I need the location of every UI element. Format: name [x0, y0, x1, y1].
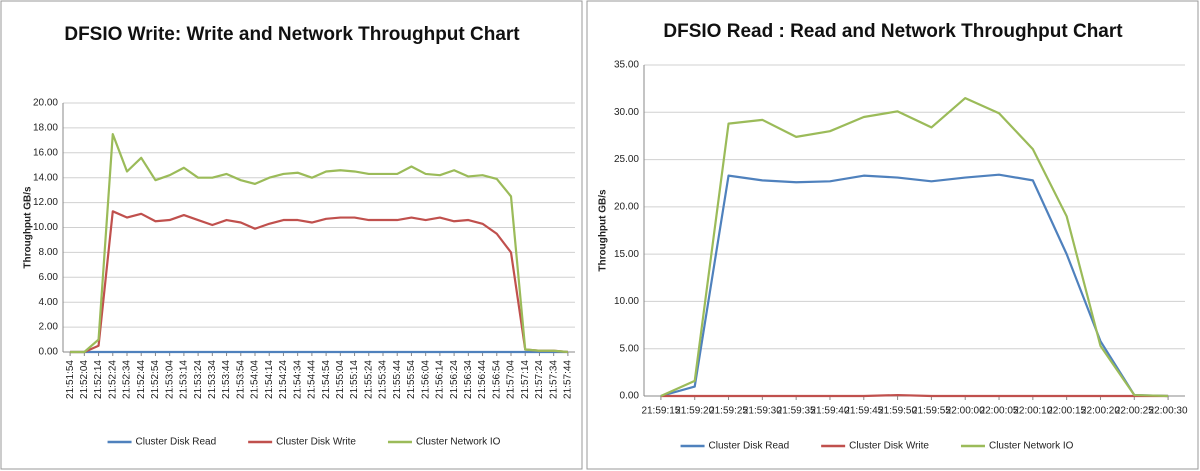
x-tick-label: 21:59:25: [709, 406, 748, 417]
legend-item: Cluster Network IO: [387, 437, 501, 448]
legend-item: Cluster Disk Read: [680, 441, 790, 452]
x-tick-label: 21:57:34: [548, 360, 559, 399]
x-tick-label: 21:59:20: [675, 406, 714, 417]
x-tick-label: 21:56:24: [449, 360, 460, 399]
x-tick-label: 22:00:25: [1115, 406, 1154, 417]
x-tick-label: 22:00:05: [980, 406, 1019, 417]
x-tick-label: 21:55:24: [363, 360, 374, 399]
x-tick-label: 21:53:34: [207, 360, 218, 399]
x-tick-label: 21:55:14: [349, 360, 360, 399]
x-tick-label: 21:56:44: [477, 360, 488, 399]
panel-border: [0, 0, 583, 470]
x-tick-label: 21:54:14: [264, 360, 275, 399]
x-tick-label: 21:53:24: [193, 360, 204, 399]
legend-item: Cluster Disk Read: [107, 437, 217, 448]
x-tick-label: 21:52:34: [122, 360, 133, 399]
series-line: [660, 173, 1169, 398]
x-tick-label: 21:59:50: [878, 406, 917, 417]
x-tick-label: 21:53:14: [179, 360, 190, 399]
legend-label: Cluster Network IO: [416, 437, 501, 448]
legend-item: Cluster Disk Write: [248, 437, 356, 448]
y-axis-label: Throughput GB/s: [598, 189, 609, 272]
y-tick-label: 25.00: [614, 154, 639, 165]
x-tick-label: 21:51:54: [65, 360, 76, 399]
x-tick-label: 21:53:54: [235, 360, 246, 399]
panel-border: [586, 0, 1199, 470]
series-line: [70, 210, 568, 354]
x-tick-label: 22:00:15: [1047, 406, 1086, 417]
x-tick-label: 21:59:15: [641, 406, 680, 417]
x-tick-label: 21:53:04: [164, 360, 175, 399]
legend-label: Cluster Network IO: [989, 441, 1074, 452]
x-tick-label: 21:56:54: [491, 360, 502, 399]
x-tick-label: 21:54:54: [321, 360, 332, 399]
x-tick-label: 21:52:54: [150, 360, 161, 399]
x-tick-label: 21:56:34: [463, 360, 474, 399]
x-tick-label: 21:55:34: [378, 360, 389, 399]
y-tick-label: 20.00: [614, 201, 639, 212]
y-tick-label: 20.00: [33, 98, 58, 109]
chart-title: DFSIO Write: Write and Network Throughpu…: [64, 24, 520, 45]
chart-panel: DFSIO Write: Write and Network Throughpu…: [0, 0, 583, 470]
legend-label: Cluster Disk Write: [849, 441, 929, 452]
x-tick-label: 22:00:30: [1149, 406, 1188, 417]
x-tick-label: 21:55:44: [392, 360, 403, 399]
legend-item: Cluster Network IO: [960, 441, 1074, 452]
chart-title: DFSIO Read : Read and Network Throughput…: [663, 21, 1123, 42]
x-tick-label: 21:53:44: [221, 360, 232, 399]
y-tick-label: 2.00: [39, 322, 59, 333]
x-tick-label: 21:59:40: [811, 406, 850, 417]
x-tick-label: 21:59:55: [912, 406, 951, 417]
x-tick-label: 21:56:04: [420, 360, 431, 399]
x-tick-label: 22:00:00: [946, 406, 985, 417]
y-tick-label: 8.00: [39, 247, 59, 258]
x-tick-label: 21:54:04: [250, 360, 261, 399]
series-line: [70, 133, 568, 354]
x-tick-label: 22:00:20: [1081, 406, 1120, 417]
series-line: [660, 97, 1169, 398]
x-tick-label: 21:59:30: [743, 406, 782, 417]
x-tick-label: 21:57:44: [563, 360, 574, 399]
y-tick-label: 10.00: [33, 222, 58, 233]
y-tick-label: 0.00: [620, 391, 640, 402]
x-tick-label: 21:57:24: [534, 360, 545, 399]
y-tick-label: 4.00: [39, 297, 59, 308]
x-tick-label: 22:00:10: [1013, 406, 1052, 417]
x-tick-label: 21:52:04: [79, 360, 90, 399]
x-tick-label: 21:52:24: [107, 360, 118, 399]
y-tick-label: 10.00: [614, 296, 639, 307]
y-tick-label: 16.00: [33, 147, 58, 158]
legend-label: Cluster Disk Read: [709, 441, 790, 452]
y-tick-label: 15.00: [614, 249, 639, 260]
y-axis-label: Throughput GB/s: [23, 186, 34, 269]
x-tick-label: 21:55:54: [406, 360, 417, 399]
x-tick-label: 21:54:24: [278, 360, 289, 399]
chart-panel: DFSIO Read : Read and Network Throughput…: [586, 0, 1199, 470]
y-tick-label: 18.00: [33, 123, 58, 134]
x-tick-label: 21:59:45: [844, 406, 883, 417]
legend-label: Cluster Disk Write: [276, 437, 356, 448]
x-tick-label: 21:54:44: [307, 360, 318, 399]
y-tick-label: 12.00: [33, 197, 58, 208]
x-tick-label: 21:57:04: [506, 360, 517, 399]
x-tick-label: 21:57:14: [520, 360, 531, 399]
x-tick-label: 21:52:14: [93, 360, 104, 399]
y-tick-label: 6.00: [39, 272, 59, 283]
legend-item: Cluster Disk Write: [821, 441, 929, 452]
x-tick-label: 21:52:44: [136, 360, 147, 399]
y-tick-label: 30.00: [614, 107, 639, 118]
y-tick-label: 35.00: [614, 60, 639, 71]
series-line: [660, 393, 1169, 398]
x-tick-label: 21:56:14: [435, 360, 446, 399]
y-tick-label: 14.00: [33, 172, 58, 183]
y-tick-label: 0.00: [39, 347, 59, 358]
legend-label: Cluster Disk Read: [136, 437, 217, 448]
x-tick-label: 21:59:35: [777, 406, 816, 417]
y-tick-label: 5.00: [620, 343, 640, 354]
x-tick-label: 21:55:04: [335, 360, 346, 399]
x-tick-label: 21:54:34: [292, 360, 303, 399]
